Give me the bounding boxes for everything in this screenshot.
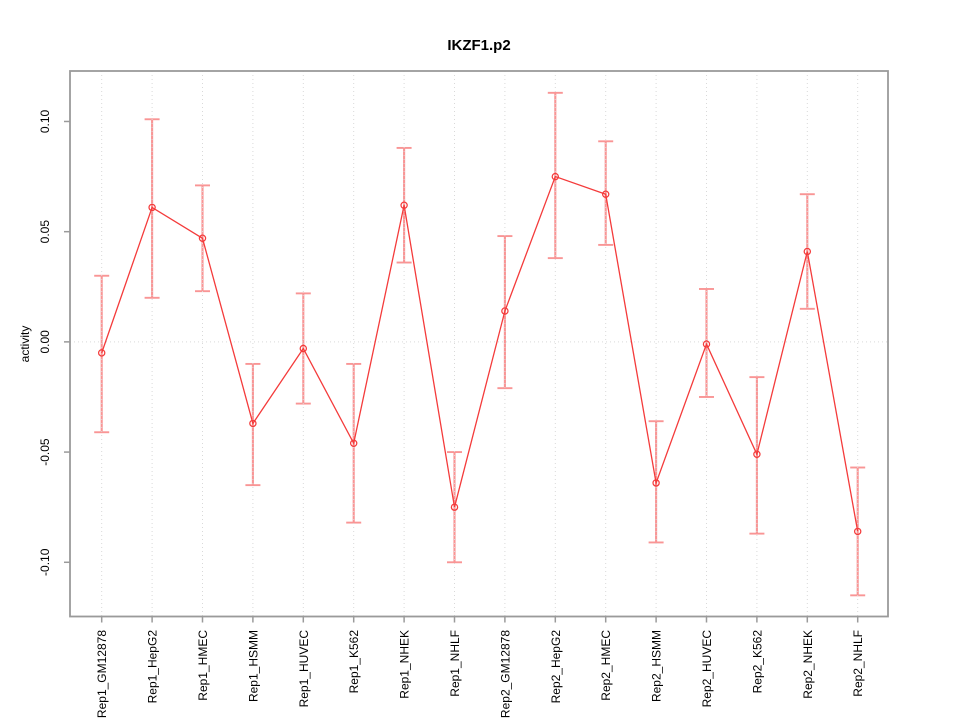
plot-area: 0.10 0.05 0.00 -0.05 -0.10 Rep1_GM12878 Rep1_H… bbox=[38, 70, 889, 718]
x-tick-label: Rep1_NHEK bbox=[398, 630, 412, 699]
data-point-marker bbox=[702, 340, 711, 348]
data-point-marker bbox=[853, 527, 862, 536]
data-point-marker bbox=[753, 450, 761, 459]
y-tick-label: -0.05 bbox=[38, 438, 52, 466]
y-tick-label: 0.00 bbox=[38, 330, 52, 354]
x-tick-label: Rep1_HSMM bbox=[246, 630, 260, 702]
data-point-marker bbox=[803, 247, 812, 256]
data-point-marker bbox=[148, 203, 156, 212]
data-point-marker bbox=[400, 201, 408, 209]
plot-border bbox=[69, 70, 889, 618]
x-tick-label: Rep2_NHLF bbox=[851, 630, 865, 697]
data-point-marker bbox=[349, 439, 358, 447]
data-point-marker bbox=[501, 307, 509, 315]
x-tick-label: Rep2_K562 bbox=[750, 630, 764, 694]
data-point-marker bbox=[97, 349, 106, 357]
x-tick-label: Rep1_K562 bbox=[347, 630, 361, 694]
data-point-marker bbox=[249, 419, 257, 428]
data-point-marker bbox=[551, 172, 560, 181]
x-tick-label: Rep1_GM12878 bbox=[95, 630, 109, 718]
x-tick-label: Rep2_HSMM bbox=[650, 630, 664, 702]
x-tick-label: Rep2_GM12878 bbox=[498, 630, 512, 718]
x-tick-label: Rep2_HUVEC bbox=[700, 630, 714, 708]
x-tick-label: Rep1_HUVEC bbox=[297, 630, 311, 708]
y-tick-label: -0.10 bbox=[38, 548, 52, 576]
y-axis-label: activity bbox=[18, 326, 32, 363]
chart-title: IKZF1.p2 bbox=[447, 37, 510, 54]
x-tick-label: Rep1_NHLF bbox=[448, 630, 462, 697]
y-tick-label: 0.10 bbox=[38, 109, 52, 133]
series-line bbox=[101, 175, 859, 532]
data-point-marker bbox=[652, 479, 660, 487]
data-point-marker bbox=[299, 344, 308, 353]
data-point-marker bbox=[198, 234, 207, 243]
y-tick-label: 0.05 bbox=[38, 220, 52, 244]
x-tick-label: Rep1_HepG2 bbox=[146, 630, 160, 704]
x-tick-label: Rep1_HMEC bbox=[196, 630, 210, 701]
x-tick-label: Rep2_HMEC bbox=[599, 630, 613, 701]
data-point-marker bbox=[601, 190, 610, 198]
x-tick-label: Rep2_NHEK bbox=[801, 630, 815, 699]
data-point-marker bbox=[450, 503, 459, 511]
x-tick-label: Rep2_HepG2 bbox=[549, 630, 563, 704]
